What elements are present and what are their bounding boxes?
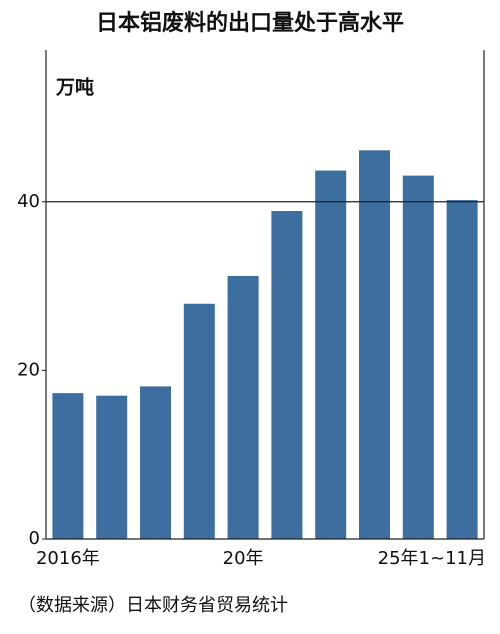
y-tick-label: 20	[17, 359, 40, 380]
bar	[96, 395, 128, 539]
x-tick-label: 25年1~11月	[378, 548, 486, 569]
bar	[359, 150, 390, 539]
chart-title: 日本铝废料的出口量处于高水平	[96, 10, 404, 36]
bar	[315, 170, 347, 540]
bar	[271, 211, 303, 539]
y-tick-label: 0	[29, 528, 40, 549]
bar	[446, 200, 478, 539]
bar	[402, 175, 434, 539]
y-tick-label: 40	[17, 191, 40, 212]
y-unit: 万吨	[55, 76, 94, 99]
x-tick-label: 20年	[223, 548, 264, 569]
bar	[140, 386, 171, 539]
bar	[52, 393, 84, 539]
x-tick-label: 2016年	[36, 548, 100, 569]
source-note: （数据来源）日本财务省贸易统计	[18, 595, 288, 616]
bar	[183, 303, 215, 539]
bar	[227, 275, 259, 539]
